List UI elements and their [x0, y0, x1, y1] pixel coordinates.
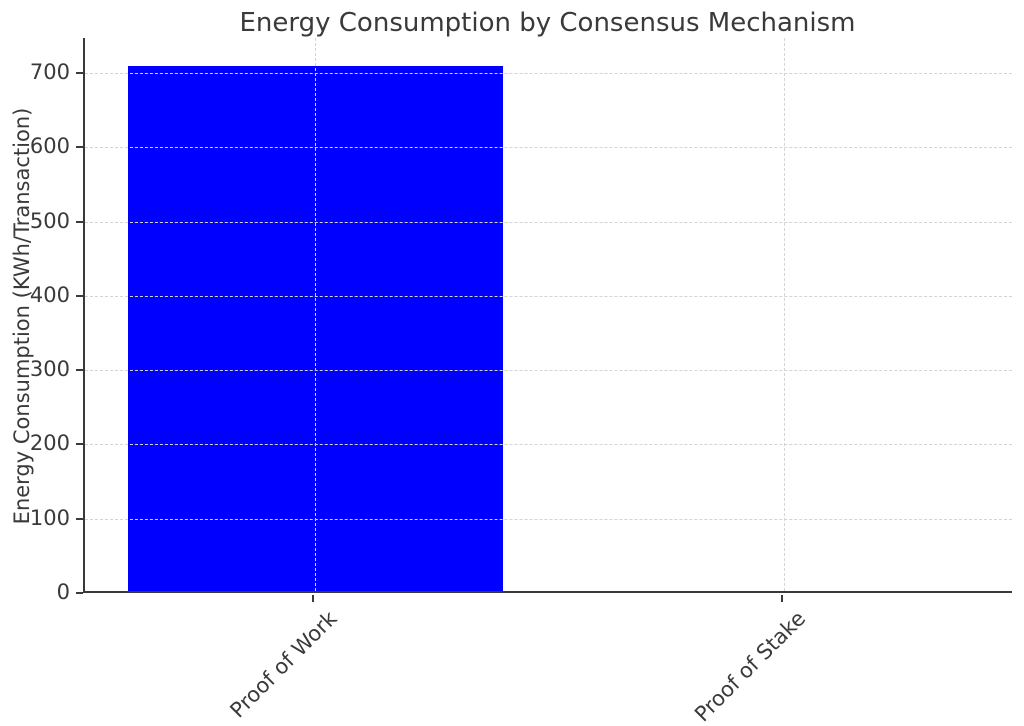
- ytick-label-500: 500: [29, 208, 70, 233]
- ytick-label-600: 600: [29, 134, 70, 159]
- gridline-y-600: [85, 147, 1012, 149]
- ytick-label-400: 400: [29, 282, 70, 307]
- ytick-mark-0: [76, 592, 83, 594]
- plot-area: [83, 38, 1012, 593]
- ytick-mark-300: [76, 369, 83, 372]
- y-axis-label: Energy Consumption (KWh/Transaction): [10, 107, 34, 524]
- xtick-mark-proof-of-stake: [781, 595, 783, 602]
- ytick-label-0: 0: [56, 580, 70, 604]
- xtick-mark-proof-of-work: [312, 595, 314, 602]
- ytick-label-300: 300: [29, 357, 70, 382]
- gridline-y-100: [85, 518, 1012, 520]
- ytick-mark-500: [76, 220, 83, 223]
- ytick-mark-200: [76, 443, 83, 446]
- ytick-mark-400: [76, 294, 83, 297]
- gridline-x-proof-of-work: [315, 38, 316, 591]
- ytick-label-200: 200: [29, 431, 70, 456]
- ytick-mark-700: [76, 71, 83, 74]
- gridline-y-400: [85, 295, 1012, 297]
- gridline-x-proof-of-stake: [784, 38, 785, 591]
- ytick-label-700: 700: [29, 59, 70, 84]
- gridline-y-700: [85, 72, 1012, 74]
- gridline-y-300: [85, 370, 1012, 372]
- ytick-mark-100: [76, 517, 83, 520]
- gridline-y-500: [85, 221, 1012, 223]
- xtick-label-proof-of-work: Proof of Work: [225, 606, 342, 723]
- xtick-label-proof-of-stake: Proof of Stake: [690, 606, 811, 726]
- ytick-mark-600: [76, 146, 83, 149]
- chart-title: Energy Consumption by Consensus Mechanis…: [239, 8, 856, 38]
- gridline-y-200: [85, 444, 1012, 446]
- ytick-label-100: 100: [29, 505, 70, 530]
